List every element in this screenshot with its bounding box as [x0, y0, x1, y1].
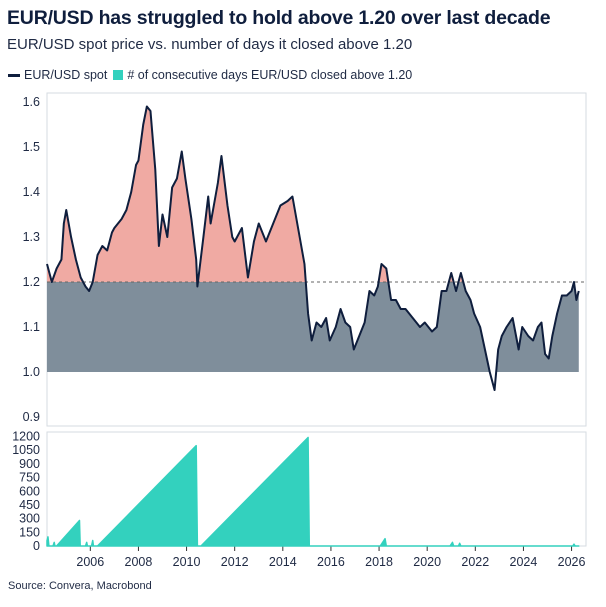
x-tick-label: 2008 — [125, 555, 153, 569]
spot-y-tick-label: 1.3 — [23, 230, 40, 244]
days-y-tick-label: 600 — [19, 484, 40, 498]
legend-item-days: # of consecutive days EUR/USD closed abo… — [113, 68, 412, 82]
x-tick-label: 2018 — [365, 555, 393, 569]
x-tick-label: 2020 — [413, 555, 441, 569]
days-y-tick-label: 1200 — [12, 430, 40, 444]
x-tick-label: 2026 — [558, 555, 586, 569]
spot-y-tick-label: 1.2 — [23, 275, 40, 289]
source-note: Source: Convera, Macrobond — [8, 580, 152, 592]
spot-area-below-threshold — [47, 282, 579, 372]
spot-panel-frame — [46, 92, 587, 427]
spot-y-tick-label: 1.1 — [23, 320, 40, 334]
x-tick-label: 2022 — [461, 555, 489, 569]
legend-label-spot: EUR/USD spot — [24, 68, 108, 82]
legend-item-spot: EUR/USD spot — [8, 68, 107, 82]
spot-price-panel: 0.9 1.0 1.1 1.2 1.3 1.4 1.5 1.6 — [23, 92, 587, 427]
spot-y-tick-label: 1.5 — [23, 140, 40, 154]
chart-subtitle: EUR/USD spot price vs. number of days it… — [7, 36, 413, 53]
days-y-tick-label: 300 — [19, 512, 40, 526]
legend-swatch-days — [113, 70, 124, 80]
x-tick-label: 2024 — [510, 555, 538, 569]
x-tick-label: 2012 — [221, 555, 249, 569]
days-y-tick-label: 1050 — [12, 443, 40, 457]
x-tick-label: 2010 — [173, 555, 201, 569]
days-y-tick-label: 900 — [19, 457, 40, 471]
legend-swatch-spot — [8, 73, 20, 77]
legend-label-days: # of consecutive days EUR/USD closed abo… — [127, 68, 413, 82]
x-tick-label: 2016 — [317, 555, 345, 569]
legend: EUR/USD spot # of consecutive days EUR/U… — [8, 68, 418, 82]
spot-area-above-threshold — [47, 106, 574, 282]
days-y-tick-label: 450 — [19, 498, 40, 512]
days-y-tick-label: 750 — [19, 471, 40, 485]
days-area — [46, 436, 580, 547]
spot-y-tick-label: 1.0 — [23, 365, 40, 379]
days-y-tick-label: 0 — [33, 539, 40, 553]
chart-title: EUR/USD has struggled to hold above 1.20… — [7, 7, 551, 29]
spot-y-tick-label: 1.6 — [23, 95, 40, 109]
spot-y-tick-label: 1.4 — [23, 185, 40, 199]
spot-price-line — [46, 105, 580, 391]
x-tick-label: 2006 — [76, 555, 104, 569]
days-y-tick-label: 150 — [19, 525, 40, 539]
spot-y-tick-label: 0.9 — [23, 410, 40, 424]
x-tick-label: 2014 — [269, 555, 297, 569]
